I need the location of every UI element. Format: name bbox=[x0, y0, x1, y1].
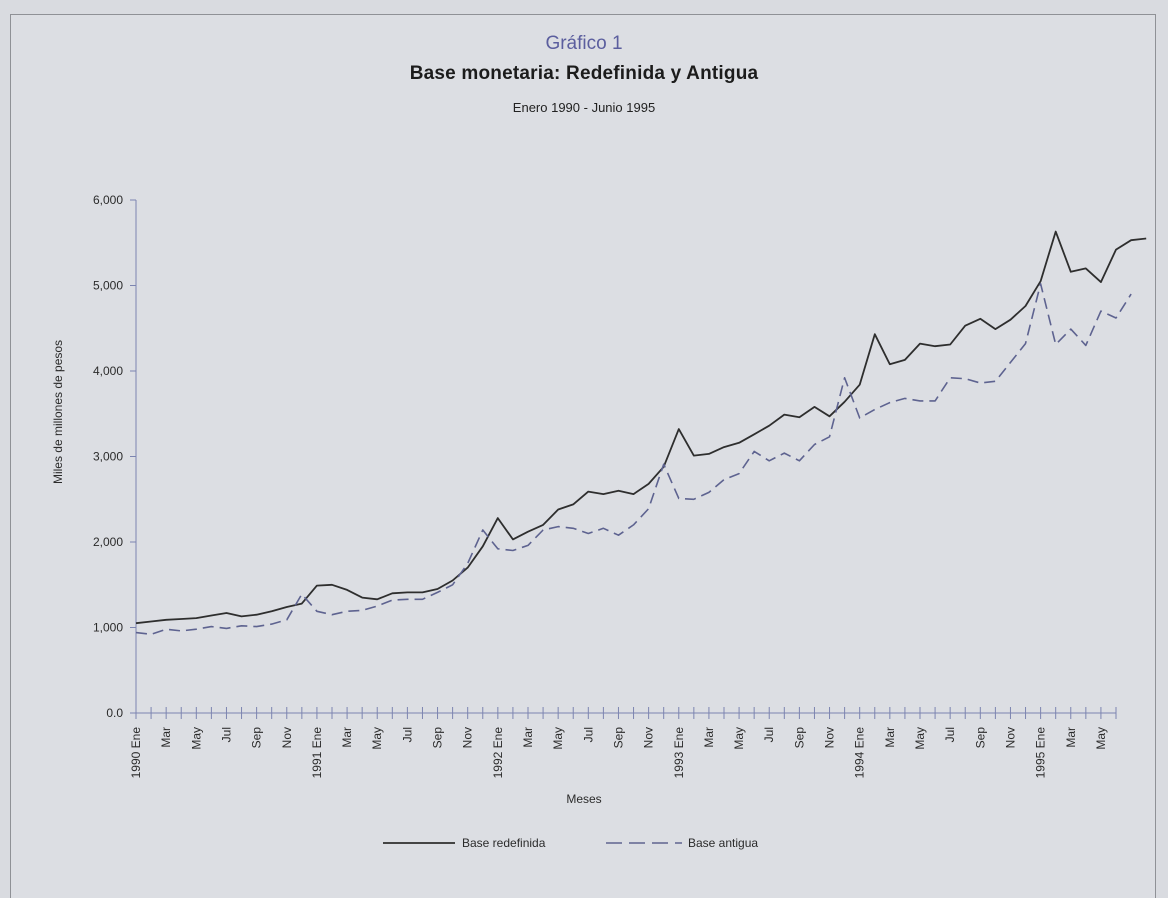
x-tick-label: Jul bbox=[762, 727, 776, 742]
x-tick-label: 1992 Ene bbox=[491, 727, 505, 779]
y-tick-label: 4,000 bbox=[93, 364, 123, 378]
x-tick-label: Jul bbox=[943, 727, 957, 742]
x-tick-label: May bbox=[1094, 727, 1108, 750]
series-line-base-redefinida bbox=[135, 230, 1147, 625]
x-tick-label: May bbox=[913, 727, 927, 750]
series-layer bbox=[135, 230, 1147, 636]
x-axis-title: Meses bbox=[566, 792, 601, 806]
y-tick-label: 5,000 bbox=[93, 279, 123, 293]
series-line-base-antigua bbox=[135, 282, 1132, 636]
x-tick-label: Nov bbox=[642, 727, 656, 748]
x-tick-label: 1993 Ene bbox=[672, 727, 686, 779]
y-tick-label: 1,000 bbox=[93, 621, 123, 635]
chart-title: Base monetaria: Redefinida y Antigua bbox=[409, 63, 759, 84]
x-tick-label: Sep bbox=[973, 727, 987, 749]
y-axis-title: Miles de millones de pesos bbox=[51, 340, 65, 484]
x-tick-label: 1991 Ene bbox=[310, 727, 324, 779]
y-tick-label: 3,000 bbox=[93, 450, 123, 464]
x-tick-label: May bbox=[189, 727, 203, 750]
x-tick-label: Sep bbox=[431, 727, 445, 749]
x-tick-label: Sep bbox=[792, 727, 806, 749]
x-tick-label: Nov bbox=[823, 727, 837, 748]
x-tick-label: Nov bbox=[280, 727, 294, 748]
y-tick-label: 6,000 bbox=[93, 193, 123, 207]
x-tick-label: 1990 Ene bbox=[129, 727, 143, 779]
x-tick-label: Nov bbox=[461, 727, 475, 748]
x-tick-label: Jul bbox=[400, 727, 414, 742]
x-tick-label: May bbox=[370, 727, 384, 750]
x-tick-label: Nov bbox=[1003, 727, 1017, 748]
y-tick-label: 0.0 bbox=[106, 706, 123, 720]
x-tick-label: May bbox=[732, 727, 746, 750]
x-tick-label: Jul bbox=[219, 727, 233, 742]
chart-subtitle: Enero 1990 - Junio 1995 bbox=[512, 100, 656, 115]
y-axis: 0.0 1,000 2,000 3,000 4,000 5,000 6,000 bbox=[93, 193, 137, 720]
x-tick-label: Mar bbox=[883, 727, 897, 748]
x-tick-label: May bbox=[551, 727, 565, 750]
x-tick-label: Mar bbox=[340, 727, 354, 748]
x-tick-label: Sep bbox=[611, 727, 625, 749]
x-tick-label: Mar bbox=[1064, 727, 1078, 748]
x-tick-label: Sep bbox=[250, 727, 264, 749]
x-tick-label: Mar bbox=[159, 727, 173, 748]
x-tick-label: Jul bbox=[581, 727, 595, 742]
chart-frame bbox=[10, 14, 1156, 898]
legend-label-base-redefinida: Base redefinida bbox=[462, 836, 546, 850]
x-tick-label: 1995 Ene bbox=[1034, 727, 1048, 779]
legend: Base redefinida Base antigua bbox=[383, 836, 758, 850]
chart-label: Gráfico 1 bbox=[545, 33, 623, 54]
x-tick-label: Mar bbox=[702, 727, 716, 748]
x-axis: 1990 Ene Mar May Jul Sep Nov 1991 Ene Mar May Jul… bbox=[129, 707, 1117, 779]
x-tick-label: 1994 Ene bbox=[853, 727, 867, 779]
legend-label-base-antigua: Base antigua bbox=[688, 836, 758, 850]
y-tick-label: 2,000 bbox=[93, 535, 123, 549]
x-tick-label: Mar bbox=[521, 727, 535, 748]
